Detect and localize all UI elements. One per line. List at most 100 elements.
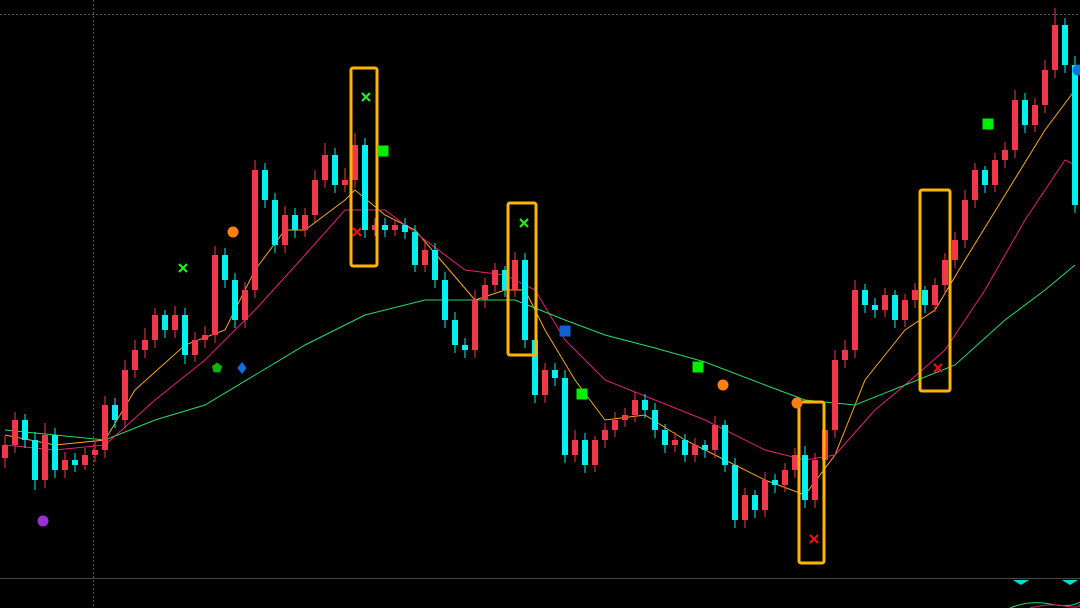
candle-body [172, 315, 178, 330]
candle-body [92, 450, 98, 455]
candle-body [322, 155, 328, 180]
candle-body [582, 440, 588, 465]
candle-body [602, 430, 608, 440]
highlight-box [506, 201, 538, 357]
candle-body [22, 420, 28, 440]
signal-circle [1072, 64, 1080, 76]
candle-body [432, 250, 438, 280]
candle-body [452, 320, 458, 345]
candle-body [892, 295, 898, 320]
candle-body [522, 260, 528, 340]
candle-body [482, 285, 488, 300]
candle-body [962, 200, 968, 240]
candle-body [292, 215, 298, 230]
candle-body [232, 280, 238, 320]
candle-body [262, 170, 268, 200]
signal-pentagon [211, 362, 223, 373]
candle-body [392, 225, 398, 230]
candle-body [942, 260, 948, 285]
candle-body [742, 495, 748, 520]
candle-body [752, 495, 758, 510]
candle-body [542, 370, 548, 395]
plot-area [2, 8, 1080, 565]
candle-body [72, 460, 78, 465]
candle-body [952, 240, 958, 260]
candle-body [162, 315, 168, 330]
candle-body [382, 225, 388, 230]
candle-body [422, 250, 428, 265]
candle-body [182, 315, 188, 355]
candle-body [112, 405, 118, 420]
candle-body [652, 410, 658, 430]
candle-body [662, 430, 668, 445]
candle-body [502, 270, 508, 290]
candle-body [252, 170, 258, 290]
signal-cross [519, 218, 529, 228]
candle-body [852, 290, 858, 350]
candle-body [222, 255, 228, 280]
signal-cross [178, 263, 188, 273]
candle-body [732, 465, 738, 520]
candle-body [932, 285, 938, 305]
candle-body [32, 440, 38, 480]
highlight-box [797, 400, 826, 565]
candle-body [302, 215, 308, 230]
candle-body [1012, 100, 1018, 150]
candle-body [372, 225, 378, 230]
candle-body [992, 160, 998, 185]
candle-body [672, 440, 678, 445]
signal-square [377, 145, 389, 157]
signal-square [982, 118, 994, 130]
sub-panel-marker [1062, 580, 1078, 585]
signal-circle [791, 397, 803, 409]
signal-square [692, 361, 704, 373]
candle-body [272, 200, 278, 245]
signal-square [576, 388, 588, 400]
candle-body [312, 180, 318, 215]
moving-average-line [4, 159, 1076, 461]
candle-body [152, 315, 158, 340]
candle-body [922, 290, 928, 305]
candle-body [972, 170, 978, 200]
candle-body [42, 435, 48, 480]
candle-body [342, 180, 348, 185]
candle-body [442, 280, 448, 320]
candle-body [82, 455, 88, 465]
candle-body [2, 445, 8, 458]
candle-body [1022, 100, 1028, 125]
candle-body [982, 170, 988, 185]
signal-cross [933, 363, 943, 373]
candle-body [1042, 70, 1048, 105]
candle-body [192, 340, 198, 355]
candle-body [622, 415, 628, 420]
candle-body [862, 290, 868, 305]
candle-body [552, 370, 558, 378]
candle-body [1072, 65, 1078, 205]
candle-body [1032, 105, 1038, 125]
candle-body [772, 480, 778, 485]
candle-body [572, 440, 578, 455]
candle-body [282, 215, 288, 245]
candle-body [812, 460, 818, 500]
signal-cross [809, 534, 819, 544]
candle-body [1002, 150, 1008, 160]
candle-body [642, 400, 648, 410]
candle-body [352, 145, 358, 180]
candle-body [202, 335, 208, 340]
candle-body [492, 270, 498, 285]
signal-cross [352, 227, 362, 237]
candle-body [12, 420, 18, 445]
candle-body [792, 455, 798, 470]
candle-body [52, 435, 58, 470]
candle-body [462, 345, 468, 350]
signal-diamond [237, 362, 247, 374]
signal-cross [361, 92, 371, 102]
candle-body [692, 445, 698, 455]
candle-body [472, 300, 478, 350]
candle-body [912, 290, 918, 300]
candle-body [832, 360, 838, 430]
candle-body [412, 232, 418, 265]
candle-body [1062, 25, 1068, 65]
candle-body [402, 225, 408, 232]
